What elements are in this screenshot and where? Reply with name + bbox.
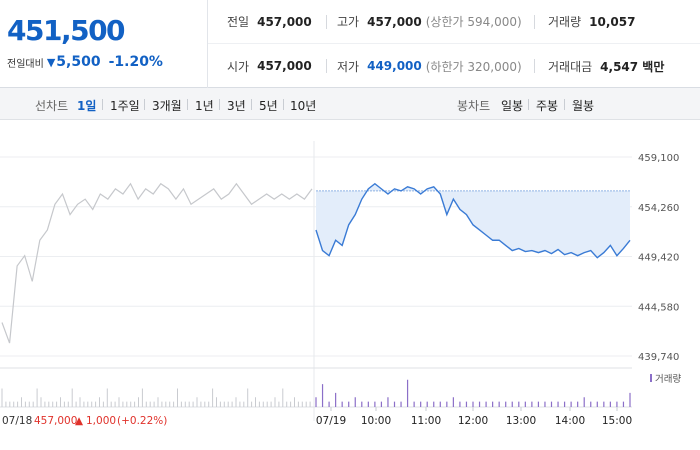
x-tick-label: 14:00 [555,415,585,427]
stat-value: 4,547 백만 [600,59,665,74]
stat-open: 시가 457,000 [227,56,312,76]
stat-prev-close: 전일 457,000 [227,12,312,32]
period-tab-3m[interactable]: 3개월 [152,99,182,113]
y-axis: 459,100 454,260 449,420 444,580 439,740 [638,153,679,363]
price-stats: 전일 457,000 고가 457,000 (상한가 594,000) 거래량 … [208,0,700,88]
y-tick-label: 444,580 [638,302,679,313]
up-triangle-icon: ▲ [75,415,84,427]
prev-day-close: 457,000 [34,415,77,427]
stats-row-2: 시가 457,000 저가 449,000 (하한가 320,000) 거래대금… [208,44,700,88]
stat-value: 457,000 [367,14,422,29]
x-axis: 07/19 10:00 11:00 12:00 13:00 14:00 15:00 [316,407,632,427]
divider [219,99,220,110]
candle-tab-daily[interactable]: 일봉 [501,99,524,113]
period-tab-3y[interactable]: 3년 [227,99,246,113]
x-tick-label: 15:00 [602,415,632,427]
stat-low: 저가 449,000 (하한가 320,000) [337,56,522,76]
period-tab-10y[interactable]: 10년 [290,99,317,113]
stat-label: 전일 [227,15,250,29]
candle-tab-weekly[interactable]: 주봉 [536,99,559,113]
divider [534,15,535,29]
chart-background [0,121,700,450]
y-tick-label: 454,260 [638,203,679,214]
change-amount: 5,500 [56,54,101,70]
stat-label: 저가 [337,59,360,74]
period-tab-1d[interactable]: 1일 [77,99,97,113]
today-series [313,141,631,421]
stat-label: 시가 [227,59,250,74]
stat-value: 449,000 [367,59,422,73]
period-toolbar: 선차트 1일 1주일 3개월 1년 3년 5년 10년 봉차트 일봉 주봉 월봉 [0,88,700,120]
price-summary: 451,500 전일대비 ▼ 5,500 -1.20% [0,0,208,88]
prev-close-band [316,183,630,258]
prev-day-date: 07/18 [2,415,32,427]
divider [564,99,565,110]
candle-chart-label: 봉차트 [457,99,491,113]
stat-label: 거래대금 [548,59,593,74]
volume-pane: 거래량 [0,367,681,408]
prev-day-line [1,182,313,344]
divider [144,99,145,110]
divider [534,59,535,73]
volume-legend-label: 거래량 [655,373,681,385]
y-tick-label: 439,740 [638,352,679,363]
stat-value: 10,057 [589,14,636,29]
stats-row-1: 전일 457,000 고가 457,000 (상한가 594,000) 거래량 … [208,0,700,44]
x-tick-label: 12:00 [458,415,488,427]
change-label: 전일대비 [7,58,44,70]
chart-footer: 07/18 457,000▲ 1,000 (+0.22%) [2,415,167,427]
prev-day-change-pct: (+0.22%) [117,415,167,427]
y-tick-label: 459,100 [638,153,679,164]
divider [528,99,529,110]
stat-value: 457,000 [257,59,312,73]
x-tick-label: 07/19 [316,415,346,427]
stat-trade-value: 거래대금 4,547 백만 [548,56,664,76]
x-tick-label: 10:00 [361,415,391,427]
change-percent: -1.20% [108,54,163,70]
divider [102,99,103,110]
divider [187,99,188,110]
stat-value: 457,000 [257,14,312,29]
stat-volume: 거래량 10,057 [548,12,635,32]
period-tab-1y[interactable]: 1년 [195,99,214,113]
period-tab-1w[interactable]: 1주일 [110,99,140,113]
upper-limit: (상한가 594,000) [425,15,522,29]
stat-label: 고가 [337,15,360,29]
candle-tab-monthly[interactable]: 월봉 [572,99,595,113]
stat-label: 거래량 [548,15,582,29]
divider [326,59,327,73]
current-price: 451,500 [7,14,126,47]
period-tab-5y[interactable]: 5년 [259,99,278,113]
price-change: 전일대비 ▼ 5,500 -1.20% [7,54,163,70]
divider [326,15,327,29]
volume-legend-swatch [650,374,652,382]
y-tick-label: 449,420 [638,253,679,264]
today-price-line [315,182,631,259]
quote-header: 451,500 전일대비 ▼ 5,500 -1.20% 전일 457,000 고… [0,0,700,88]
stat-high: 고가 457,000 (상한가 594,000) [337,12,522,32]
down-triangle-icon: ▼ [46,55,56,69]
divider [251,99,252,110]
divider [283,99,284,110]
prev-day-series [1,182,313,344]
line-chart-label: 선차트 [35,99,69,113]
lower-limit: (하한가 320,000) [425,59,522,74]
x-tick-label: 13:00 [506,415,536,427]
x-tick-label: 11:00 [411,415,441,427]
prev-day-change: 1,000 [86,415,116,427]
